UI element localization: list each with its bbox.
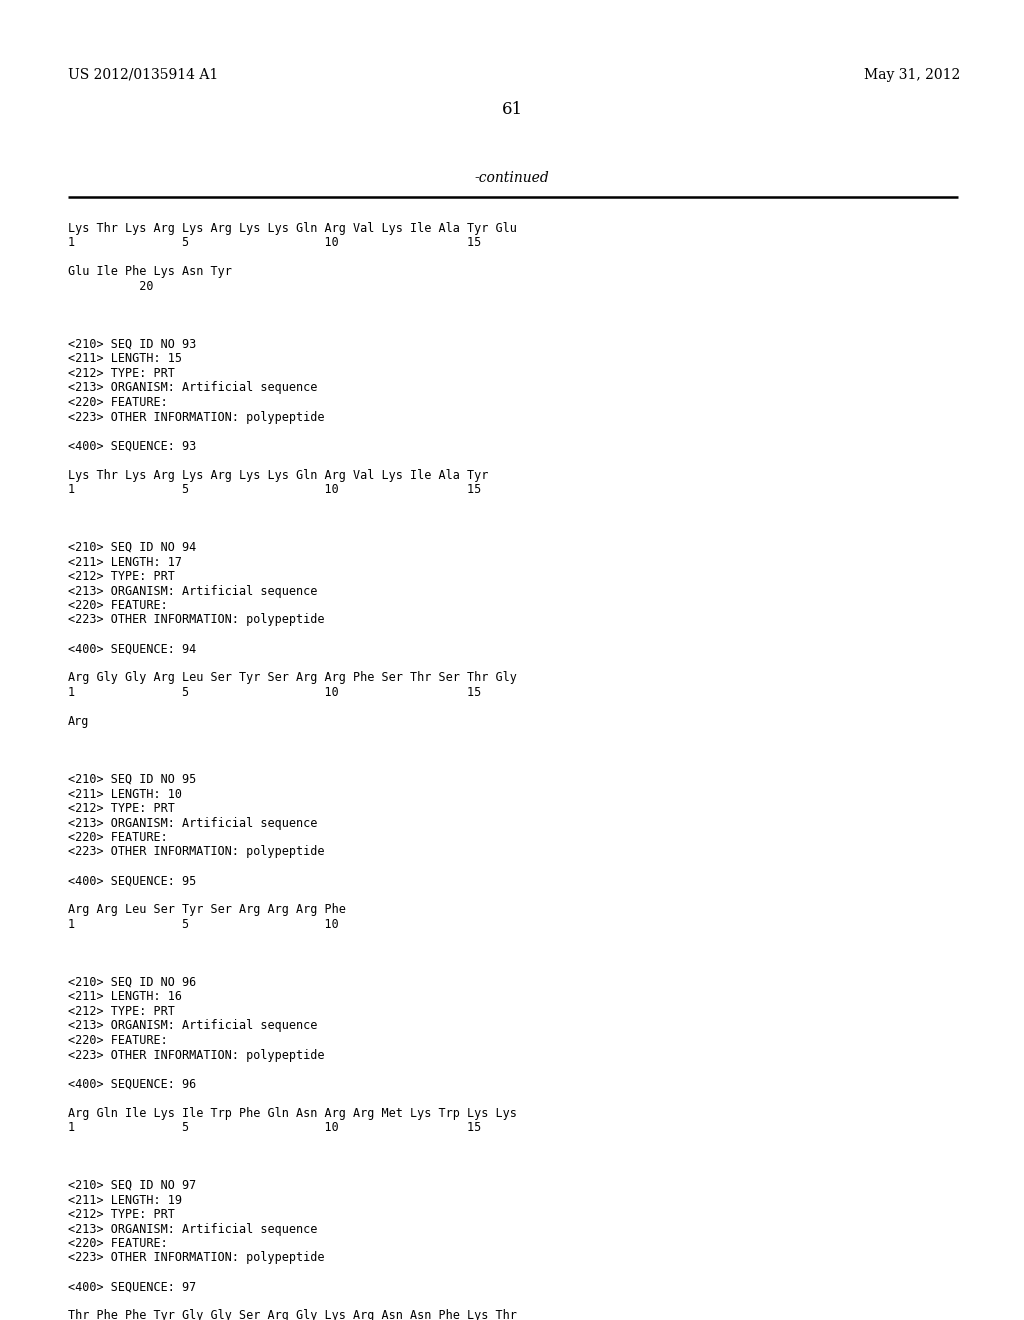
Text: Arg Gln Ile Lys Ile Trp Phe Gln Asn Arg Arg Met Lys Trp Lys Lys: Arg Gln Ile Lys Ile Trp Phe Gln Asn Arg … bbox=[68, 1106, 517, 1119]
Text: <400> SEQUENCE: 94: <400> SEQUENCE: 94 bbox=[68, 643, 197, 656]
Text: <211> LENGTH: 16: <211> LENGTH: 16 bbox=[68, 990, 182, 1003]
Text: <212> TYPE: PRT: <212> TYPE: PRT bbox=[68, 1005, 175, 1018]
Text: <212> TYPE: PRT: <212> TYPE: PRT bbox=[68, 367, 175, 380]
Text: <400> SEQUENCE: 95: <400> SEQUENCE: 95 bbox=[68, 874, 197, 887]
Text: <223> OTHER INFORMATION: polypeptide: <223> OTHER INFORMATION: polypeptide bbox=[68, 1048, 325, 1061]
Text: -continued: -continued bbox=[475, 172, 549, 185]
Text: 20: 20 bbox=[68, 280, 154, 293]
Text: 1               5                   10                  15: 1 5 10 15 bbox=[68, 1121, 481, 1134]
Text: <212> TYPE: PRT: <212> TYPE: PRT bbox=[68, 803, 175, 814]
Text: May 31, 2012: May 31, 2012 bbox=[864, 69, 961, 82]
Text: <210> SEQ ID NO 96: <210> SEQ ID NO 96 bbox=[68, 975, 197, 989]
Text: 1               5                   10                  15: 1 5 10 15 bbox=[68, 686, 481, 700]
Text: <220> FEATURE:: <220> FEATURE: bbox=[68, 832, 168, 843]
Text: <400> SEQUENCE: 97: <400> SEQUENCE: 97 bbox=[68, 1280, 197, 1294]
Text: <213> ORGANISM: Artificial sequence: <213> ORGANISM: Artificial sequence bbox=[68, 817, 317, 829]
Text: Lys Thr Lys Arg Lys Arg Lys Lys Gln Arg Val Lys Ile Ala Tyr Glu: Lys Thr Lys Arg Lys Arg Lys Lys Gln Arg … bbox=[68, 222, 517, 235]
Text: <213> ORGANISM: Artificial sequence: <213> ORGANISM: Artificial sequence bbox=[68, 381, 317, 395]
Text: <211> LENGTH: 19: <211> LENGTH: 19 bbox=[68, 1193, 182, 1206]
Text: Arg Arg Leu Ser Tyr Ser Arg Arg Arg Phe: Arg Arg Leu Ser Tyr Ser Arg Arg Arg Phe bbox=[68, 903, 346, 916]
Text: 61: 61 bbox=[502, 102, 522, 119]
Text: 1               5                   10                  15: 1 5 10 15 bbox=[68, 483, 481, 496]
Text: 1               5                   10: 1 5 10 bbox=[68, 917, 339, 931]
Text: 1               5                   10                  15: 1 5 10 15 bbox=[68, 236, 481, 249]
Text: <211> LENGTH: 17: <211> LENGTH: 17 bbox=[68, 556, 182, 569]
Text: <220> FEATURE:: <220> FEATURE: bbox=[68, 396, 168, 409]
Text: <220> FEATURE:: <220> FEATURE: bbox=[68, 599, 168, 612]
Text: <223> OTHER INFORMATION: polypeptide: <223> OTHER INFORMATION: polypeptide bbox=[68, 1251, 325, 1265]
Text: <400> SEQUENCE: 93: <400> SEQUENCE: 93 bbox=[68, 440, 197, 453]
Text: <211> LENGTH: 15: <211> LENGTH: 15 bbox=[68, 352, 182, 366]
Text: <210> SEQ ID NO 97: <210> SEQ ID NO 97 bbox=[68, 1179, 197, 1192]
Text: Lys Thr Lys Arg Lys Arg Lys Lys Gln Arg Val Lys Ile Ala Tyr: Lys Thr Lys Arg Lys Arg Lys Lys Gln Arg … bbox=[68, 469, 488, 482]
Text: <210> SEQ ID NO 95: <210> SEQ ID NO 95 bbox=[68, 774, 197, 785]
Text: <213> ORGANISM: Artificial sequence: <213> ORGANISM: Artificial sequence bbox=[68, 1222, 317, 1236]
Text: <210> SEQ ID NO 93: <210> SEQ ID NO 93 bbox=[68, 338, 197, 351]
Text: Thr Phe Phe Tyr Gly Gly Ser Arg Gly Lys Arg Asn Asn Phe Lys Thr: Thr Phe Phe Tyr Gly Gly Ser Arg Gly Lys … bbox=[68, 1309, 517, 1320]
Text: <220> FEATURE:: <220> FEATURE: bbox=[68, 1237, 168, 1250]
Text: <223> OTHER INFORMATION: polypeptide: <223> OTHER INFORMATION: polypeptide bbox=[68, 411, 325, 424]
Text: <213> ORGANISM: Artificial sequence: <213> ORGANISM: Artificial sequence bbox=[68, 585, 317, 598]
Text: <212> TYPE: PRT: <212> TYPE: PRT bbox=[68, 1208, 175, 1221]
Text: <223> OTHER INFORMATION: polypeptide: <223> OTHER INFORMATION: polypeptide bbox=[68, 846, 325, 858]
Text: Arg Gly Gly Arg Leu Ser Tyr Ser Arg Arg Phe Ser Thr Ser Thr Gly: Arg Gly Gly Arg Leu Ser Tyr Ser Arg Arg … bbox=[68, 672, 517, 685]
Text: <213> ORGANISM: Artificial sequence: <213> ORGANISM: Artificial sequence bbox=[68, 1019, 317, 1032]
Text: <400> SEQUENCE: 96: <400> SEQUENCE: 96 bbox=[68, 1077, 197, 1090]
Text: <211> LENGTH: 10: <211> LENGTH: 10 bbox=[68, 788, 182, 800]
Text: <220> FEATURE:: <220> FEATURE: bbox=[68, 1034, 168, 1047]
Text: <212> TYPE: PRT: <212> TYPE: PRT bbox=[68, 570, 175, 583]
Text: US 2012/0135914 A1: US 2012/0135914 A1 bbox=[68, 69, 218, 82]
Text: <223> OTHER INFORMATION: polypeptide: <223> OTHER INFORMATION: polypeptide bbox=[68, 614, 325, 627]
Text: Arg: Arg bbox=[68, 715, 89, 729]
Text: <210> SEQ ID NO 94: <210> SEQ ID NO 94 bbox=[68, 541, 197, 554]
Text: Glu Ile Phe Lys Asn Tyr: Glu Ile Phe Lys Asn Tyr bbox=[68, 265, 231, 279]
